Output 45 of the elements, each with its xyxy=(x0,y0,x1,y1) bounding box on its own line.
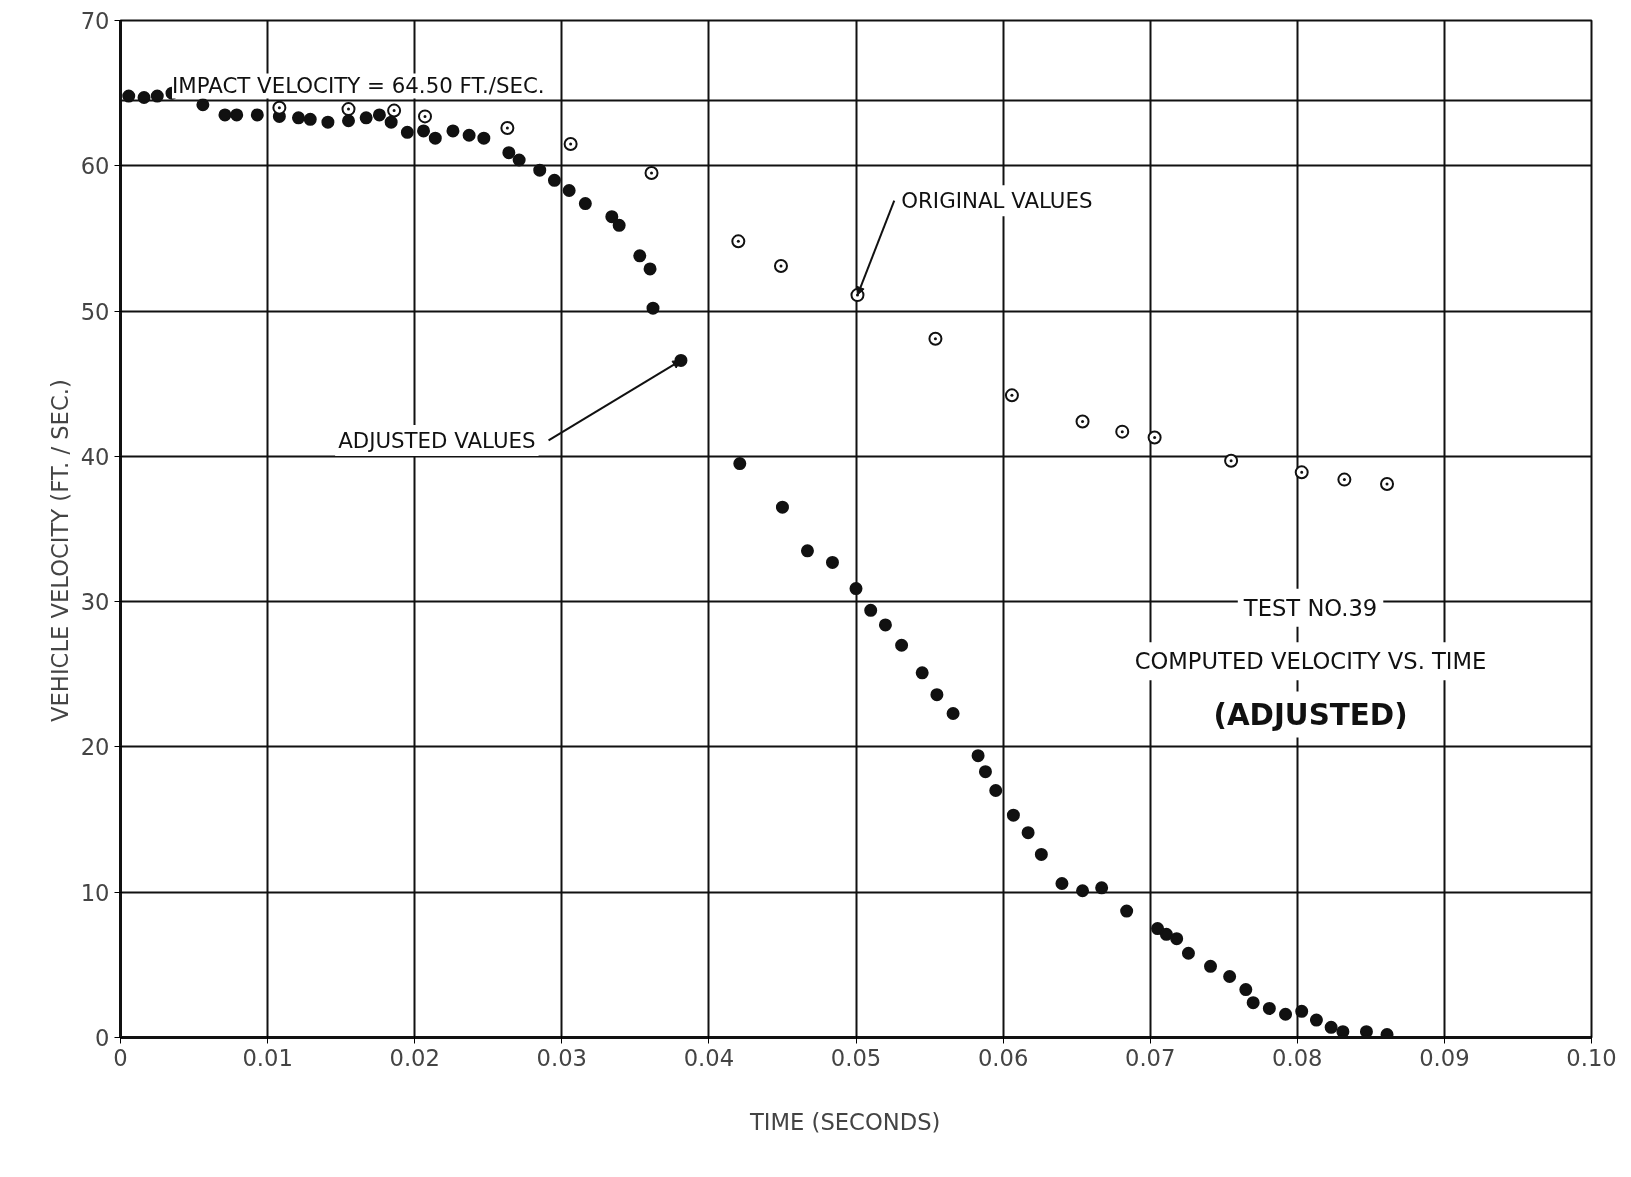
point xyxy=(563,137,578,151)
x-tick-label: 0.04 xyxy=(683,1044,735,1071)
point xyxy=(1337,472,1352,487)
x-tick-label: 0.02 xyxy=(389,1044,440,1071)
y-tick-label: 70 xyxy=(80,8,110,34)
x-tick-label: 0.10 xyxy=(1566,1044,1617,1071)
point xyxy=(731,234,746,249)
annotation: ADJUSTED VALUES xyxy=(338,427,536,453)
y-tick-label: 40 xyxy=(80,443,110,470)
point xyxy=(341,102,356,117)
point xyxy=(1380,476,1395,491)
annotation: ORIGINAL VALUES xyxy=(901,188,1093,214)
x-tick-label: 0.06 xyxy=(977,1044,1029,1071)
x-axis-title: TIME (SECONDS) xyxy=(749,1108,941,1135)
point xyxy=(500,121,515,135)
point xyxy=(387,103,402,118)
x-tick-label: 0 xyxy=(113,1044,128,1071)
x-tick-label: 0.01 xyxy=(242,1044,293,1071)
text: COMPUTED VELOCITY VS. TIME xyxy=(1134,648,1487,675)
point xyxy=(418,109,432,124)
y-tick-label: 30 xyxy=(80,589,110,616)
x-tick-label: 0.05 xyxy=(830,1044,882,1071)
point xyxy=(928,331,943,346)
point xyxy=(773,259,788,274)
point xyxy=(272,100,287,115)
y-tick-label: 50 xyxy=(80,298,110,325)
text: TEST NO.39 xyxy=(1242,594,1378,621)
point xyxy=(1224,453,1239,468)
ref-line-label: IMPACT VELOCITY = 64.50 FT./SEC. xyxy=(171,73,545,99)
point xyxy=(1147,430,1162,445)
point xyxy=(1004,388,1019,403)
point xyxy=(1075,414,1090,429)
x-tick-label: 0.07 xyxy=(1124,1044,1176,1071)
x-tick-label: 0.08 xyxy=(1272,1044,1323,1071)
y-axis-title: VEHICLE VELOCITY (FT. / SEC.) xyxy=(46,379,73,722)
annotation: (ADJUSTED) xyxy=(1213,697,1408,732)
point xyxy=(1294,465,1309,480)
point xyxy=(644,166,659,181)
x-tick-label: 0.03 xyxy=(536,1044,588,1071)
x-tick-label: 0.09 xyxy=(1419,1044,1470,1071)
point xyxy=(1115,424,1130,439)
y-tick-label: 20 xyxy=(80,734,110,761)
y-tick-label: 0 xyxy=(95,1025,110,1051)
y-tick-label: 10 xyxy=(80,879,110,906)
y-tick-label: 60 xyxy=(80,153,110,180)
